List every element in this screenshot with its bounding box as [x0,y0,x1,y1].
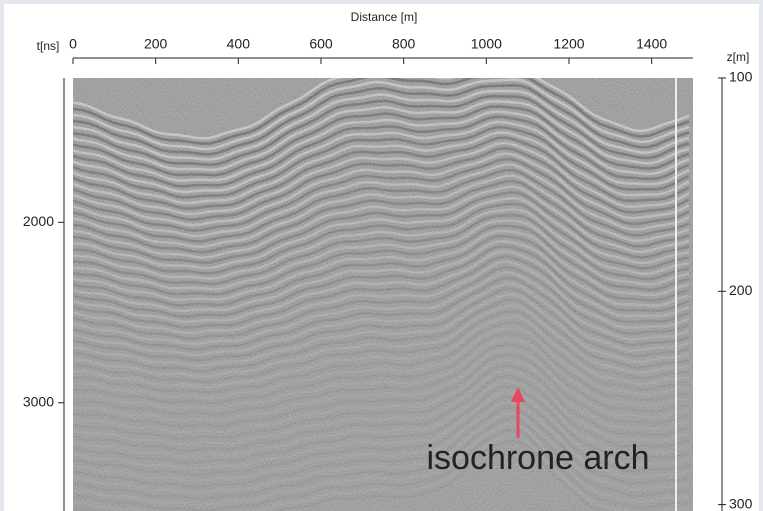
y-axis-label: t[ns] [37,39,60,53]
x-tick-label: 1200 [553,36,584,52]
y2-tick-label: 200 [729,282,753,298]
x-axis-label: Distance [m] [351,10,418,24]
x-tick-label: 800 [392,36,416,52]
x-tick-label: 0 [69,36,77,52]
x-tick-label: 1000 [471,36,502,52]
y-tick-label: 3000 [23,393,54,409]
y-tick-label: 2000 [23,213,54,229]
x-tick-label: 1400 [636,36,667,52]
y2-tick-label: 300 [729,495,753,511]
chart: Distance [m] t[ns] z[m] isochrone arch 0… [0,0,763,511]
x-tick-label: 400 [227,36,251,52]
y2-tick-label: 100 [729,69,753,85]
y2-axis-label: z[m] [727,50,750,64]
annotation: isochrone arch [426,439,649,477]
x-tick-label: 200 [144,36,168,52]
x-tick-label: 600 [309,36,333,52]
